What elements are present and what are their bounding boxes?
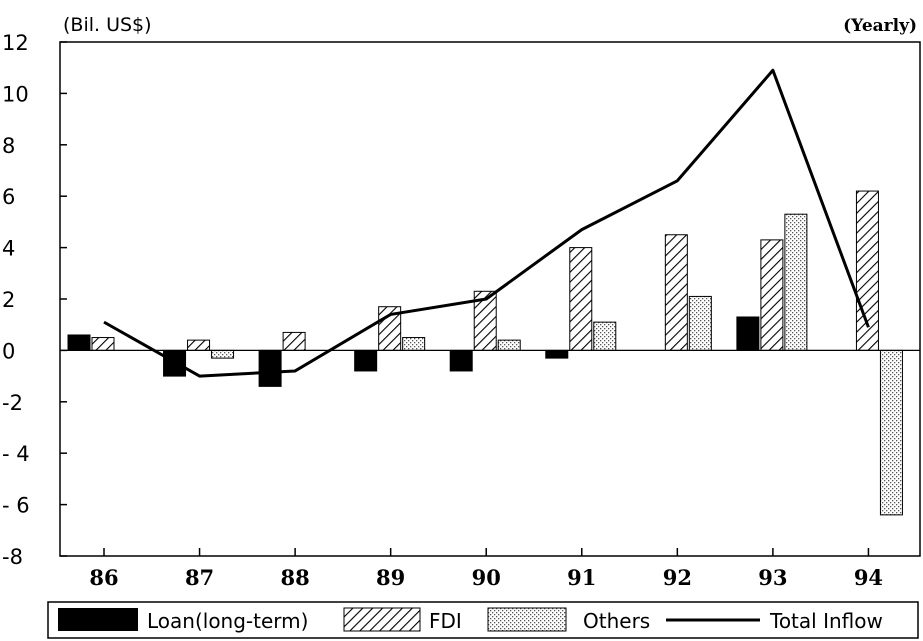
x-tick-label: 91 (567, 565, 596, 590)
y-tick-label: 6 (2, 185, 15, 209)
loan-bar (67, 334, 91, 351)
others-bar (211, 349, 235, 359)
y-tick-label: - 6 (2, 494, 30, 518)
x-tick-label: 93 (758, 565, 787, 590)
y-tick-label: -8 (2, 545, 23, 569)
loan-bar (258, 349, 282, 387)
y-tick-label: 2 (2, 288, 15, 312)
total-inflow-line (103, 68, 870, 378)
others-bar (879, 349, 903, 516)
x-tick-label: 94 (854, 565, 883, 590)
x-tick-label: 92 (663, 565, 692, 590)
y-tick-label: 10 (2, 82, 29, 106)
y-tick-label: 0 (2, 339, 15, 363)
fdi-bar (282, 331, 306, 351)
fdi-bar (569, 247, 593, 351)
x-tick-label: 90 (472, 565, 501, 590)
loan-bar (354, 349, 378, 372)
total-inflow-series (103, 68, 870, 378)
y-tick-label: 8 (2, 134, 15, 158)
legend-swatch-others (487, 607, 567, 632)
fdi-bar (664, 234, 688, 351)
period-label: (Yearly) (843, 16, 917, 36)
legend-swatch-loan (58, 608, 138, 631)
legend-label-total-inflow: Total Inflow (769, 609, 883, 633)
y-tick-label: 4 (2, 237, 15, 261)
fdi-bar (91, 337, 115, 351)
loan-bar (736, 316, 760, 351)
y-tick-label: 12 (2, 31, 29, 55)
others-bar (497, 339, 521, 351)
x-tick-label: 86 (89, 565, 118, 590)
loan-bar (449, 349, 473, 372)
x-tick-label: 87 (185, 565, 214, 590)
x-tick-label: 88 (280, 565, 309, 590)
y-tick-label: -2 (2, 391, 23, 415)
legend-swatch-fdi (343, 607, 421, 632)
x-tick-label: 89 (376, 565, 405, 590)
legend: Loan(long-term) FDI Others Total Inflow (47, 601, 919, 639)
fdi-bar (187, 339, 211, 351)
bars (67, 190, 903, 516)
y-axis: -8 - 6 - 4 -2 0 2 4 6 8 10 12 (2, 31, 67, 569)
loan-bar (545, 349, 569, 359)
unit-label: (Bil. US$) (63, 14, 152, 36)
x-axis: 86 87 88 89 90 91 92 93 94 (89, 548, 883, 590)
fdi-bar (760, 239, 784, 351)
legend-label-loan: Loan(long-term) (147, 609, 308, 633)
legend-box (47, 601, 919, 639)
legend-label-others: Others (583, 609, 650, 633)
others-bar (402, 337, 426, 351)
others-bar (593, 321, 617, 351)
others-bar (784, 213, 808, 351)
legend-label-fdi: FDI (429, 609, 462, 633)
y-tick-label: - 4 (2, 442, 30, 466)
others-bar (688, 295, 712, 351)
